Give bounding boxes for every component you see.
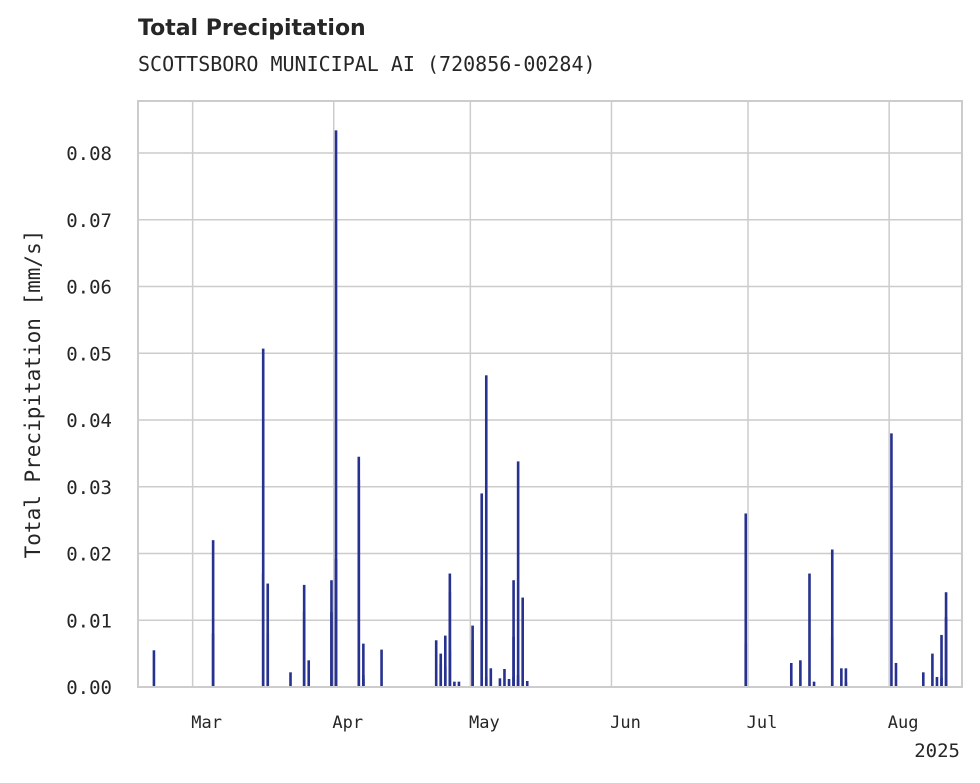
precipitation-bar [484, 676, 488, 687]
y-tick-label: 0.01 [66, 610, 112, 632]
y-tick-label: 0.02 [66, 544, 112, 566]
precipitation-bar [799, 660, 802, 687]
precipitation-bar [935, 676, 939, 687]
precipitation-bar [448, 592, 452, 687]
precipitation-bar [457, 681, 461, 687]
precipitation-bar [443, 666, 447, 687]
precipitation-bar [471, 625, 474, 687]
precipitation-bar [744, 643, 748, 687]
plot-frame [137, 100, 963, 688]
x-tick-label: Jun [610, 713, 641, 733]
chart-title: Total Precipitation [138, 16, 366, 41]
chart-subtitle: SCOTTSBORO MUNICIPAL AI (720856-00284) [138, 52, 596, 76]
precipitation-bar [844, 668, 848, 687]
precipitation-bar [489, 668, 493, 687]
bar-series [152, 130, 948, 687]
precipitation-bar [525, 680, 529, 687]
y-axis-label: Total Precipitation [mm/s] [21, 230, 45, 559]
x-axis-ticks: Mar Apr May Jun Jul Aug [191, 713, 918, 733]
precipitation-bar [307, 660, 311, 687]
precipitation-bar [521, 597, 524, 687]
precipitation-bar [516, 679, 520, 687]
precipitation-bar [334, 130, 338, 687]
precipitation-bar [789, 680, 793, 687]
precipitation-bar [512, 580, 515, 687]
precipitation-bar [289, 672, 292, 687]
grid-lines [138, 101, 962, 688]
precipitation-bar [480, 586, 484, 687]
x-tick-label: Apr [332, 713, 363, 733]
precipitation-bar [498, 678, 502, 687]
y-tick-label: 0.07 [66, 210, 112, 232]
precipitation-bar [380, 649, 383, 687]
precipitation-bar [484, 375, 488, 687]
x-tick-label: Mar [191, 713, 222, 733]
precipitation-bar [439, 663, 443, 687]
precipitation-bar [453, 681, 456, 687]
precipitation-bar [211, 633, 215, 687]
precipitation-bar [266, 633, 270, 687]
precipitation-bar [512, 636, 515, 687]
precipitation-bar [744, 513, 748, 687]
precipitation-bar [503, 668, 506, 687]
x-tick-label: Jul [747, 713, 778, 733]
x-tick-label: May [469, 713, 500, 733]
precipitation-bar [362, 678, 365, 687]
precipitation-bar [443, 635, 447, 687]
precipitation-bar [330, 612, 333, 687]
precipitation-bar [922, 672, 925, 687]
precipitation-bar [944, 592, 948, 687]
precipitation-bar [512, 676, 515, 687]
precipitation-bar [211, 540, 215, 687]
y-tick-label: 0.08 [66, 143, 112, 165]
precipitation-bar [789, 662, 793, 687]
precipitation-bar [931, 653, 934, 687]
precipitation-bar [890, 433, 893, 687]
precipitation-bar [808, 573, 811, 687]
precipitation-bar [357, 456, 361, 687]
x-tick-label: Aug [888, 713, 919, 733]
precipitation-bar [840, 668, 843, 687]
precipitation-bar [302, 584, 306, 687]
y-axis-ticks: 0.00 0.01 0.02 0.03 0.04 0.05 0.06 0.07 0.08 [66, 143, 112, 699]
precipitation-bar [830, 549, 834, 687]
y-tick-label: 0.05 [66, 343, 112, 365]
precipitation-bar [261, 348, 265, 687]
precipitation-bar [434, 640, 438, 687]
precipitation-bar [844, 682, 848, 687]
y-tick-label: 0.00 [66, 677, 112, 699]
precipitation-bar [261, 573, 265, 687]
precipitation-bar [516, 461, 520, 687]
precipitation-bar [894, 662, 898, 687]
precipitation-bar [334, 558, 338, 687]
y-tick-label: 0.06 [66, 277, 112, 299]
y-tick-label: 0.03 [66, 477, 112, 499]
precipitation-bar [152, 650, 156, 687]
precipitation-bar [362, 643, 365, 687]
x-axis-year-label: 2025 [914, 740, 960, 762]
precipitation-bar [940, 634, 943, 687]
precipitation-bar [507, 678, 511, 687]
y-tick-label: 0.04 [66, 410, 112, 432]
precipitation-bar [830, 636, 834, 687]
precipitation-bar [812, 681, 816, 687]
